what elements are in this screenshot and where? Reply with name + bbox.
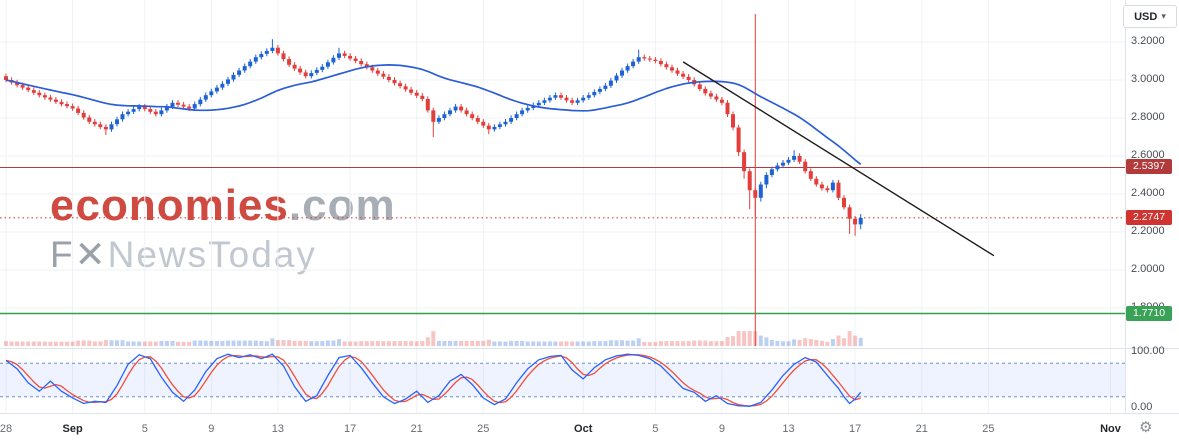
price-tick-label: 3.2000 [1131, 35, 1165, 47]
time-tick-label: 9 [208, 423, 215, 435]
time-tick-label: Oct [574, 423, 593, 435]
time-tick-label: 28 [0, 423, 13, 435]
settings-icon[interactable]: ⚙ [1139, 419, 1153, 436]
price-badge: 2.5397 [1126, 159, 1172, 175]
time-tick-label: 5 [141, 423, 148, 435]
time-tick-label: 21 [915, 423, 928, 435]
oscillator-axis-label: 100.00 [1131, 345, 1165, 357]
time-tick-label: 17 [848, 423, 862, 435]
time-tick-label: 17 [343, 423, 357, 435]
time-tick-label: Sep [62, 423, 83, 435]
time-tick-label: 21 [410, 423, 423, 435]
time-axis[interactable] [0, 413, 1179, 446]
time-tick-label: 13 [782, 423, 795, 435]
chevron-down-icon: ▾ [1161, 11, 1166, 21]
oscillator-axis-label: 0.00 [1131, 401, 1153, 413]
price-badge: 1.7710 [1126, 305, 1172, 321]
pane-divider[interactable] [0, 348, 1179, 349]
price-tick-label: 2.4000 [1131, 187, 1165, 199]
price-badge: 2.2747 [1126, 209, 1172, 225]
time-tick-label: 25 [982, 423, 995, 435]
price-tick-label: 3.0000 [1131, 73, 1165, 85]
price-axis[interactable] [1125, 0, 1179, 413]
time-tick-label: 5 [652, 423, 659, 435]
watermark-brand: economies [50, 181, 289, 230]
time-tick-label: 25 [477, 423, 490, 435]
price-tick-label: 2.6000 [1131, 149, 1165, 161]
watermark-tagline-f: F [50, 234, 75, 275]
x-glyph-icon: ✕ [74, 234, 108, 275]
price-tick-label: 2.0000 [1131, 263, 1165, 275]
currency-dropdown[interactable]: USD ▾ [1123, 5, 1177, 28]
watermark-domain: .com [288, 181, 396, 230]
currency-dropdown-label: USD [1134, 10, 1158, 23]
time-tick-label: 9 [718, 423, 725, 435]
watermark-brand-line: economies.com [50, 184, 396, 228]
time-tick-label: 13 [271, 423, 285, 435]
price-tick-label: 2.2000 [1131, 225, 1165, 237]
time-tick-label: Nov [1100, 423, 1121, 435]
price-tick-label: 2.8000 [1131, 111, 1165, 123]
